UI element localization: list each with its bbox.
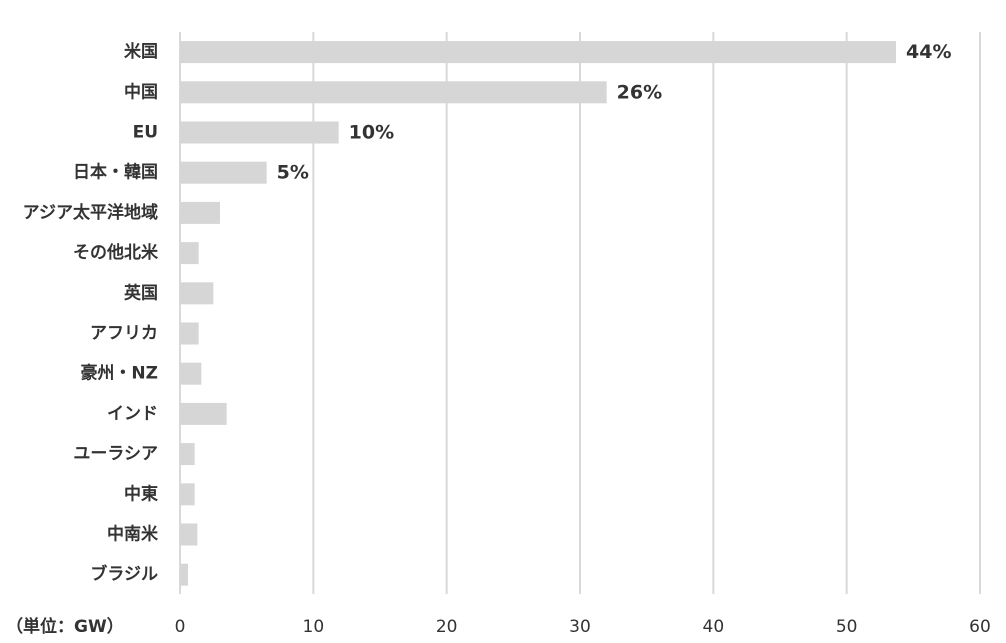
category-label: インド xyxy=(107,404,158,424)
category-label: ブラジル xyxy=(90,564,158,585)
data-label: 44% xyxy=(906,41,951,63)
bar xyxy=(180,201,220,224)
x-tick-label: 50 xyxy=(836,617,858,637)
bar xyxy=(180,563,188,586)
category-label: 英国 xyxy=(124,282,158,303)
data-label: 26% xyxy=(617,81,662,103)
x-tick-label: 20 xyxy=(436,617,458,637)
category-label: 米国 xyxy=(124,41,158,62)
category-label: アジア太平洋地域 xyxy=(23,202,158,223)
bar xyxy=(180,81,607,104)
bar xyxy=(180,41,896,64)
category-label: 中南米 xyxy=(107,524,159,545)
data-label: 10% xyxy=(349,122,394,144)
category-label: 豪州・NZ xyxy=(80,363,158,384)
bar xyxy=(180,121,339,144)
x-tick-label: 0 xyxy=(175,617,186,637)
category-label: その他北米 xyxy=(73,242,159,263)
bars xyxy=(180,41,896,586)
category-label: ユーラシア xyxy=(73,444,158,464)
bar xyxy=(180,322,199,345)
data-labels: 44% 26% 10% 5% xyxy=(277,41,952,184)
bar xyxy=(180,242,199,265)
category-label: 日本・韓国 xyxy=(73,162,158,183)
bar xyxy=(180,523,198,546)
x-tick-label: 60 xyxy=(969,617,991,637)
bar xyxy=(180,362,202,385)
x-tick-label: 40 xyxy=(703,617,725,637)
unit-label: （単位：GW） xyxy=(6,616,124,637)
bar xyxy=(180,443,195,466)
category-label: アフリカ xyxy=(90,324,158,344)
x-tick-label: 30 xyxy=(569,617,591,637)
data-label: 5% xyxy=(277,162,309,184)
category-label: 中国 xyxy=(124,81,158,102)
grid-lines xyxy=(179,32,981,594)
bar xyxy=(180,483,195,506)
x-tick-label: 10 xyxy=(303,617,325,637)
bar xyxy=(180,282,214,305)
bar xyxy=(180,402,227,425)
bar xyxy=(180,161,267,184)
category-label: 中東 xyxy=(124,483,158,504)
x-axis-tick-labels: 0 10 20 30 40 50 60 xyxy=(175,617,991,637)
category-label: EU xyxy=(133,123,158,143)
